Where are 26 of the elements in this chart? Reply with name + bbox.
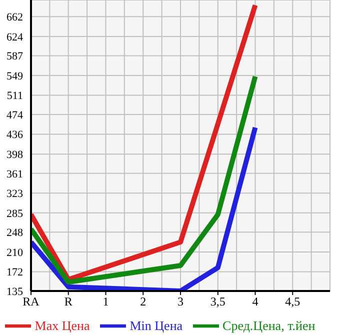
y-tick-label: 172 <box>6 266 23 279</box>
y-tick-label: 436 <box>6 129 24 142</box>
y-tick-label: 285 <box>6 208 24 220</box>
legend-label: Сред.Цена, т.йен <box>222 318 316 333</box>
y-tick-label: 662 <box>6 12 23 24</box>
legend-label: Max Цена <box>34 318 90 333</box>
x-tick-label: 2 <box>140 294 146 309</box>
x-tick-label: 1 <box>102 294 109 309</box>
y-tick-label: 398 <box>6 148 24 161</box>
x-tick-label: 3,5 <box>210 294 226 309</box>
x-tick-label: 3 <box>178 294 184 309</box>
y-tick-label: 323 <box>6 188 24 200</box>
x-tick-label: 4 <box>252 294 258 309</box>
x-tick-label: RA <box>22 294 40 309</box>
y-tick-label: 135 <box>6 286 24 298</box>
x-tick-label: 4,5 <box>285 294 300 309</box>
y-tick-label: 248 <box>6 227 24 240</box>
y-tick-label: 511 <box>6 90 23 102</box>
x-tick-label: R <box>64 294 72 309</box>
y-tick-label: 624 <box>6 31 24 44</box>
legend-label: Min Цена <box>130 318 183 333</box>
y-tick-label: 210 <box>6 246 24 259</box>
y-tick-label: 549 <box>6 70 24 82</box>
y-tick-label: 587 <box>6 50 24 63</box>
y-tick-label: 474 <box>6 109 24 122</box>
y-tick-label: 361 <box>6 168 23 180</box>
